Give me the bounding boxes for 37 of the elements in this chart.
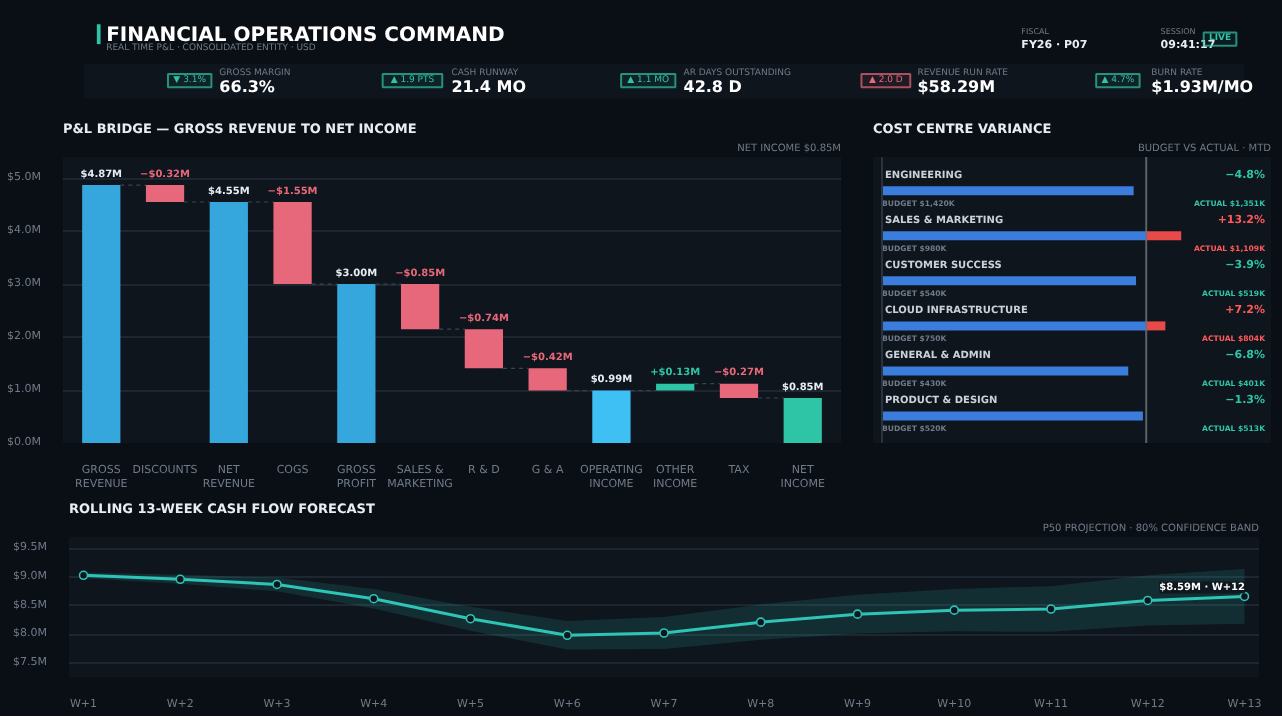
bar xyxy=(881,321,1147,331)
bar xyxy=(719,383,759,398)
bar xyxy=(145,185,185,203)
text: $1.93M/MO xyxy=(1151,78,1254,97)
text: 42.8 D xyxy=(683,78,743,97)
bar xyxy=(881,231,1147,241)
bar xyxy=(82,185,121,443)
point xyxy=(1142,595,1153,606)
bar xyxy=(783,397,822,443)
bar xyxy=(337,284,376,443)
point xyxy=(175,574,186,585)
text: $58.29M xyxy=(917,78,996,97)
bar xyxy=(881,411,1143,421)
point xyxy=(659,628,669,638)
point xyxy=(562,630,573,641)
text: 66.3% xyxy=(219,78,275,97)
bar xyxy=(656,383,695,391)
point xyxy=(78,570,89,581)
bar xyxy=(881,276,1137,286)
point xyxy=(272,579,282,590)
point xyxy=(852,609,863,619)
bar xyxy=(881,186,1134,196)
bar xyxy=(592,390,631,443)
bar xyxy=(881,366,1129,376)
point xyxy=(465,613,476,624)
bar xyxy=(1146,231,1182,241)
point xyxy=(755,617,766,627)
bar xyxy=(464,329,504,369)
point xyxy=(949,605,960,615)
bar xyxy=(1146,321,1166,331)
point xyxy=(1046,604,1056,614)
bar xyxy=(209,202,248,443)
bar xyxy=(528,368,567,391)
bar xyxy=(273,202,312,285)
text: 21.4 MO xyxy=(451,78,527,97)
bar xyxy=(400,284,440,330)
point xyxy=(368,593,379,604)
